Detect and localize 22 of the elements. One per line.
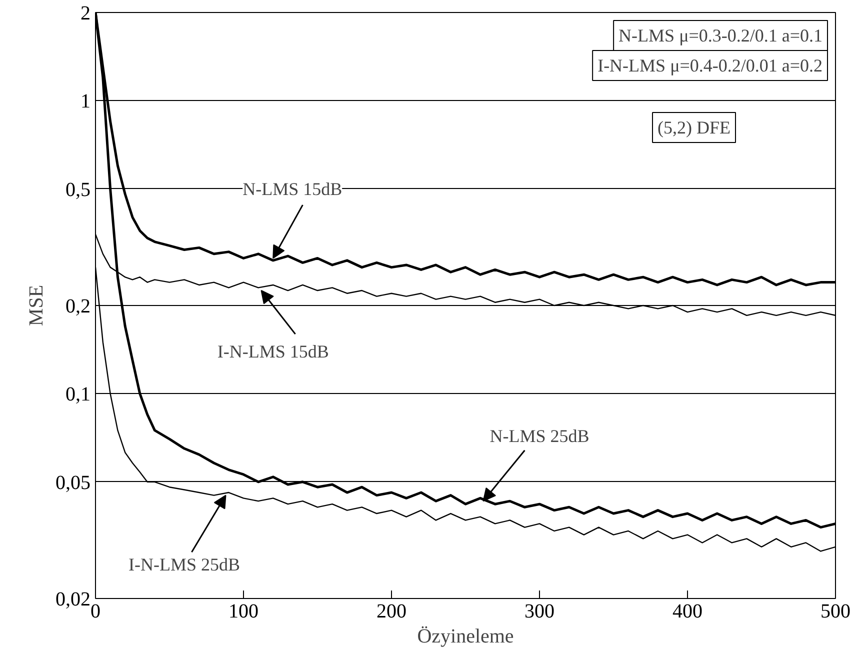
x-tick-label: 0 — [90, 600, 100, 622]
annotation: I-N-LMS 25dB — [128, 554, 240, 575]
x-tick-label: 100 — [228, 600, 258, 622]
y-tick-label: 0,2 — [66, 296, 90, 318]
x-tick-label: 300 — [524, 600, 554, 622]
y-tick-label: 0,02 — [56, 588, 90, 610]
y-tick-label: 0,1 — [66, 384, 90, 406]
annotation: (5,2) DFE — [658, 118, 731, 138]
y-tick-label: 1 — [80, 90, 90, 113]
x-tick-label: 200 — [376, 600, 406, 622]
y-axis-title: MSE — [26, 284, 48, 326]
annotation: N-LMS 25dB — [490, 426, 590, 446]
y-tick-label: 0,5 — [66, 178, 90, 201]
annotation: N-LMS 15dB — [242, 179, 342, 200]
x-tick-label: 500 — [820, 600, 850, 622]
annotation: I-N-LMS μ=0.4-0.2/0.01 a=0.2 — [598, 56, 823, 76]
annotation: I-N-LMS 15dB — [217, 341, 329, 362]
y-tick-label: 0,05 — [56, 472, 90, 494]
x-axis-title: Özyineleme — [417, 626, 514, 648]
x-tick-label: 400 — [672, 600, 702, 622]
annotation: N-LMS μ=0.3-0.2/0.1 a=0.1 — [618, 26, 823, 46]
y-tick-label: 2 — [80, 2, 90, 24]
